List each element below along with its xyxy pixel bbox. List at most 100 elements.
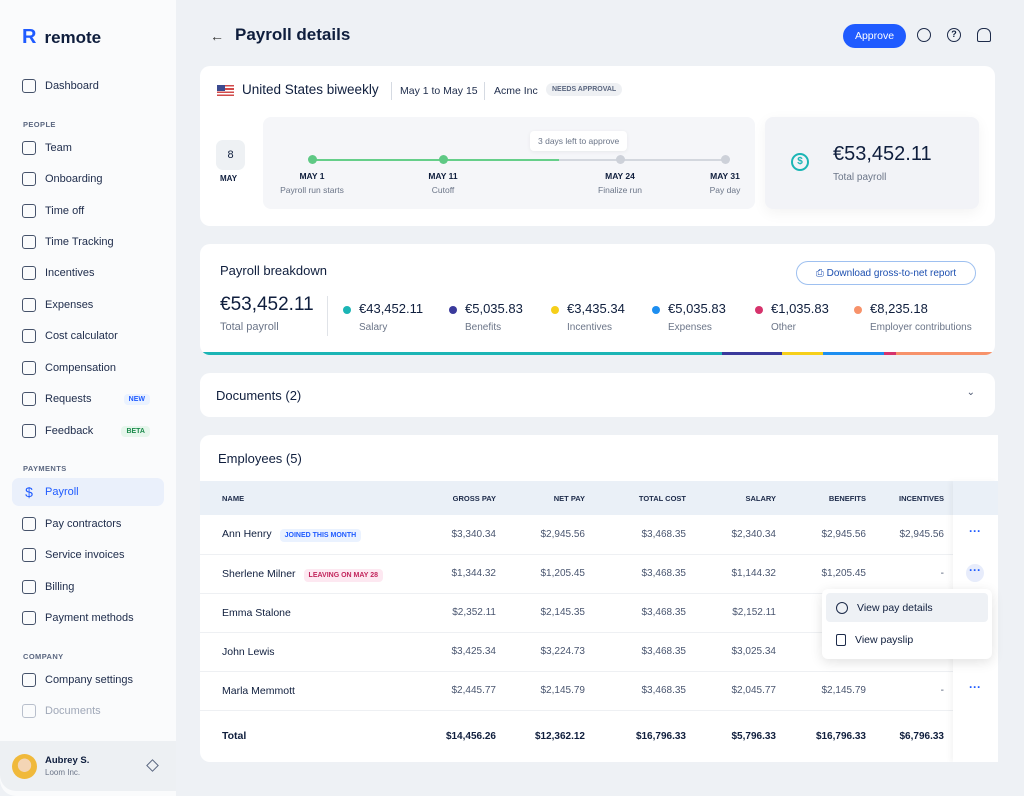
timeline-progress [312,159,560,161]
breakdown-value: €1,035.83 [771,301,829,316]
back-arrow-icon[interactable]: ← [210,28,224,44]
more-actions-button[interactable]: ··· [969,524,981,538]
breakdown-bar-segment [200,352,722,355]
sidebar-item-label: Company settings [45,674,134,686]
sidebar-item-label: Payroll [45,486,79,498]
employee-name[interactable]: John Lewis [222,645,275,658]
total-label: Total payroll [833,172,887,183]
step-label: Payroll run starts [280,185,344,195]
user-name: Aubrey S. [45,755,90,766]
sidebar-item-payment-methods[interactable]: Payment methods [12,604,164,632]
approve-button[interactable]: Approve [843,24,906,48]
breakdown-value: €5,035.83 [668,301,726,316]
sidebar-item-time-off[interactable]: Time off [12,197,164,225]
column-header[interactable]: GROSS PAY [400,481,496,515]
sidebar-item-service-invoices[interactable]: Service invoices [12,541,164,569]
sidebar-item-payroll[interactable]: $ Payroll [12,478,164,506]
cell-total-cost: $3,468.35 [585,515,686,555]
column-header[interactable]: NET PAY [496,481,585,515]
sidebar-item-compensation[interactable]: Compensation [12,354,164,382]
employee-name-cell: Ann Henry JOINED THIS MONTH [200,515,400,555]
documents-accordion[interactable]: Documents (2) ⌄ [200,373,995,417]
cell-net-pay: $1,205.45 [496,554,585,594]
cell-salary: $2,045.77 [686,671,776,711]
step-label: Finalize run [598,185,642,195]
help-icon[interactable]: ? [947,28,961,42]
sidebar-item-expenses[interactable]: Expenses [12,291,164,319]
timeline-step: MAY 24 Finalize run [565,171,675,195]
download-icon: ⎙ [815,267,827,279]
sidebar-item-label: Payment methods [45,612,134,624]
timeline: MAY 1 Payroll run starts MAY 11 Cutoff MAY 2… [263,117,755,209]
requests-icon [22,392,36,406]
search-icon[interactable] [917,28,931,42]
sidebar-item-onboarding[interactable]: Onboarding [12,165,164,193]
team-icon [22,141,36,155]
menu-item-view-pay-details[interactable]: View pay details [826,593,988,622]
sidebar-item-feedback[interactable]: Feedback BETA [12,417,164,445]
column-header[interactable]: TOTAL COST [585,481,686,515]
sidebar-section-label: PEOPLE [23,120,56,129]
sidebar-item-company-settings[interactable]: Company settings [12,666,164,694]
cell-total-cost: $3,468.35 [585,554,686,594]
cell-net-pay: $2,145.35 [496,593,585,633]
time-tracking-icon [22,235,36,249]
timeline-step: MAY 11 Cutoff [388,171,498,195]
switch-icon[interactable] [146,759,159,772]
step-date: MAY 24 [605,171,635,181]
employee-name[interactable]: Sherlene Milner [222,567,296,580]
legend-dot [755,306,763,314]
sidebar-item-dashboard[interactable]: Dashboard [12,72,164,100]
sidebar-item-time-tracking[interactable]: Time Tracking [12,228,164,256]
timeline-step: MAY 1 Payroll run starts [257,171,367,195]
sidebar-item-billing[interactable]: Billing [12,573,164,601]
run-period: May 1 to May 15 [400,85,478,97]
column-header[interactable]: SALARY [686,481,776,515]
sidebar-item-pay-contractors[interactable]: Pay contractors [12,510,164,538]
employee-name[interactable]: Emma Stalone [222,606,291,619]
sidebar-item-team[interactable]: Team [12,134,164,162]
breakdown-label: Other [771,322,797,333]
sidebar-section-label: PAYMENTS [23,464,67,473]
more-actions-button[interactable]: ··· [969,680,981,694]
sidebar-item-cost-calculator[interactable]: Cost calculator [12,322,164,350]
bell-icon[interactable] [977,28,991,42]
employee-name[interactable]: Marla Memmott [222,684,295,697]
menu-item-view-payslip[interactable]: View payslip [826,625,988,654]
column-header[interactable]: NAME [200,481,400,515]
breakdown-value: €3,435.34 [567,301,625,316]
payroll-breakdown-card: Payroll breakdown ⎙ Download gross-to-ne… [200,244,995,355]
total-row: Total $14,456.26 $12,362.12 $16,796.33 $5,79… [200,710,998,762]
breakdown-bar-segment [721,352,783,355]
compensation-icon [22,361,36,375]
employee-name: Total [222,730,247,743]
sidebar-item-documents[interactable]: Documents [12,697,164,725]
service-invoices-icon [22,548,36,562]
time-off-icon [22,204,36,218]
employee-name-cell: John Lewis [200,632,400,672]
download-report-button[interactable]: ⎙ Download gross-to-net report [796,261,976,285]
cell-salary: $3,025.34 [686,632,776,672]
cell-total-cost: $3,468.35 [585,632,686,672]
cell-net-pay: $12,362.12 [534,730,585,742]
logo-mark: R [22,26,37,48]
sidebar-item-incentives[interactable]: Incentives [12,259,164,287]
payroll-icon: $ [25,484,33,500]
user-profile[interactable]: Aubrey S. Loom Inc. [0,741,176,791]
cell-salary: $2,152.11 [686,593,776,633]
employees-title: Employees (5) [218,451,302,466]
cell-total-cost: $3,468.35 [585,671,686,711]
user-org: Loom Inc. [45,768,81,777]
column-header[interactable]: BENEFITS [776,481,866,515]
chevron-down-icon[interactable]: ⌄ [966,387,975,398]
employee-name[interactable]: Ann Henry [222,528,272,541]
table-row: Sherlene Milner LEAVING ON MAY 28 $1,344.3… [200,554,998,594]
dollar-icon: $ [791,153,809,171]
more-actions-button[interactable]: ··· [966,564,984,582]
legend-dot [449,306,457,314]
breakdown-label: Incentives [567,322,613,333]
breakdown-value: €8,235.18 [870,301,928,316]
sidebar-item-requests[interactable]: Requests NEW [12,385,164,413]
breakdown-title: Payroll breakdown [220,263,327,278]
